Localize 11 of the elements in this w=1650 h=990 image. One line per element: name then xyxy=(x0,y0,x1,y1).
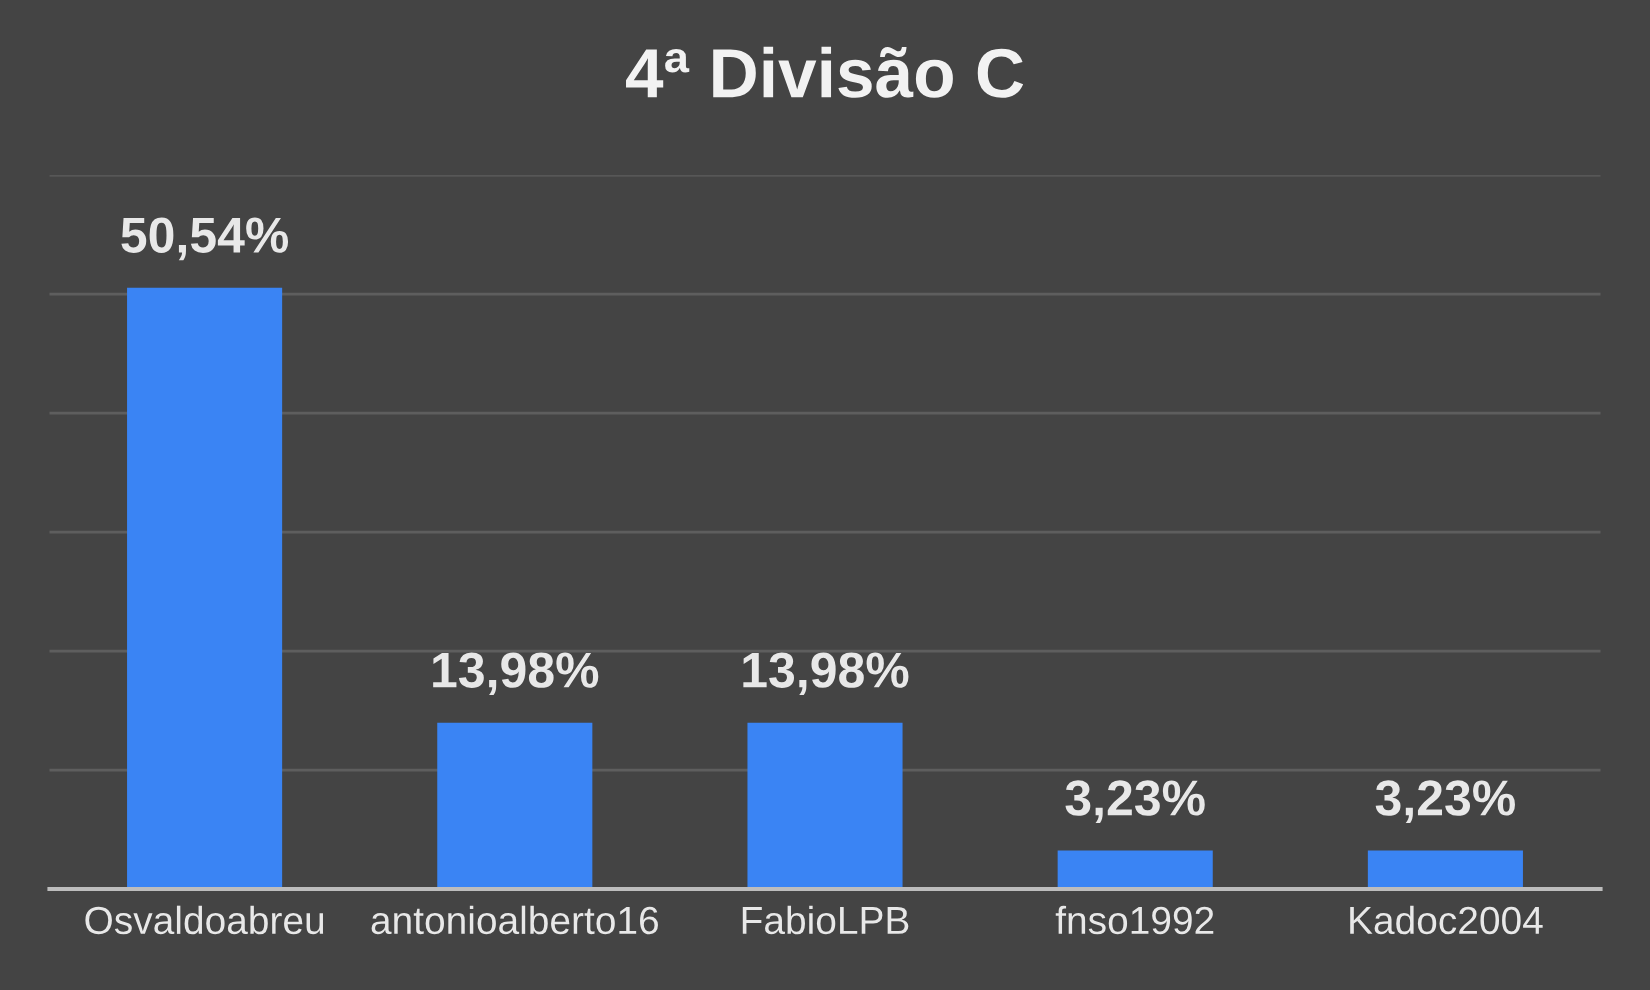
chart-title: 4ª Divisão C xyxy=(626,46,1024,98)
x-tick-label: fnso1992 xyxy=(1055,905,1214,935)
x-tick-label: antonioalberto16 xyxy=(371,905,658,935)
x-tick-label: FabioLPB xyxy=(742,905,909,935)
x-tick-label: Osvaldoabreu xyxy=(85,905,324,935)
x-tick-label: Kadoc2004 xyxy=(1350,905,1543,935)
data-label: 50,54% xyxy=(121,217,289,261)
data-label: 3,23% xyxy=(1065,780,1205,823)
data-label: 13,98% xyxy=(743,652,909,696)
data-label: 13,98% xyxy=(433,652,599,696)
data-label: 3,23% xyxy=(1375,780,1515,823)
